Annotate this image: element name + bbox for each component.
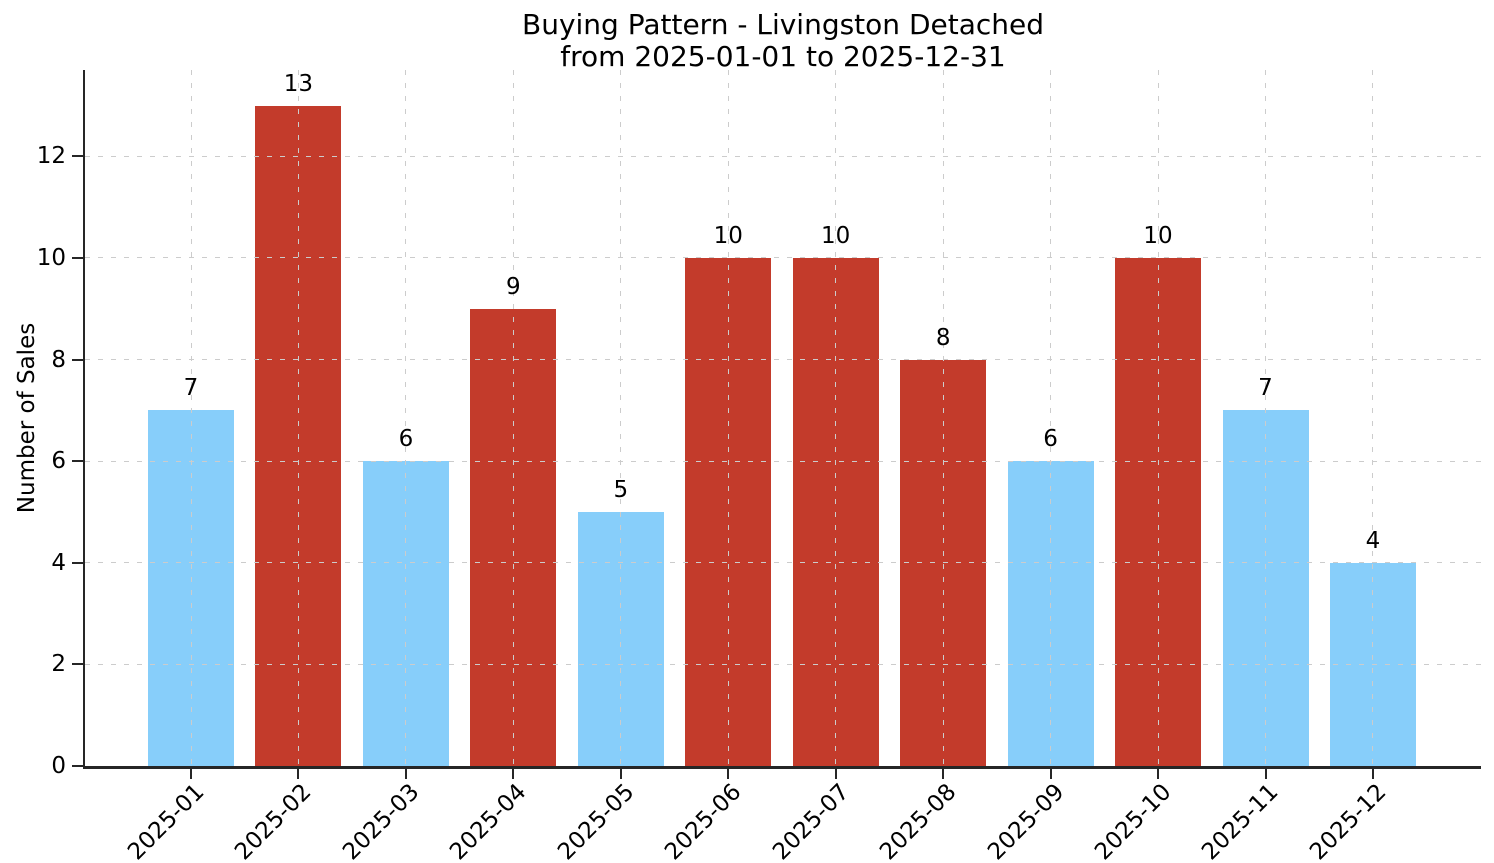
x-tick-2025-03	[404, 768, 407, 779]
v-gridline-2025-11	[1265, 70, 1266, 766]
y-tick-6	[72, 460, 83, 463]
v-gridline-2025-10	[1157, 70, 1159, 766]
bar-value-label-2025-03: 6	[398, 426, 414, 453]
v-gridline-2025-02	[297, 70, 299, 766]
x-tick-label-2025-05: 2025-05	[552, 779, 640, 863]
chart-title-line2: from 2025-01-01 to 2025-12-31	[560, 40, 1006, 73]
y-tick-12	[72, 155, 83, 158]
x-tick-2025-02	[297, 768, 300, 779]
plot-area: 7 13 6 9 5 10 10 8 6 10 7 4	[85, 70, 1481, 766]
v-gridline-2025-06	[727, 70, 729, 766]
x-tick-label-2025-06: 2025-06	[660, 779, 747, 863]
x-tick-2025-07	[834, 768, 837, 779]
bar-value-label-2025-11: 7	[1258, 375, 1273, 402]
x-tick-2025-12	[1371, 768, 1374, 779]
bar-value-label-2025-06: 10	[713, 222, 743, 249]
x-tick-label-2025-10: 2025-10	[1090, 779, 1177, 863]
x-tick-label-2025-02: 2025-02	[230, 779, 317, 863]
bar-value-label-2025-08: 8	[935, 324, 951, 351]
v-gridline-2025-07	[835, 70, 837, 766]
x-tick-2025-01	[190, 768, 192, 779]
x-tick-label-2025-09: 2025-09	[982, 779, 1069, 863]
bar-value-label-2025-10: 10	[1143, 222, 1173, 249]
h-gridline-4	[85, 562, 1481, 564]
x-axis-spine	[82, 766, 1481, 769]
h-gridline-2	[85, 663, 1481, 665]
y-tick-4	[72, 561, 83, 564]
bar-value-label-2025-07: 10	[821, 222, 851, 249]
x-tick-2025-11	[1264, 768, 1267, 779]
x-tick-2025-09	[1049, 768, 1052, 779]
chart-title: Buying Pattern - Livingston Detached fro…	[85, 9, 1481, 73]
x-tick-label-2025-04: 2025-04	[445, 779, 532, 863]
y-tick-label-12: 12	[36, 143, 66, 170]
bar-value-label-2025-12: 4	[1365, 527, 1381, 554]
y-tick-8	[72, 358, 83, 361]
v-gridline-2025-09	[1050, 70, 1052, 766]
x-tick-2025-08	[942, 768, 945, 779]
x-tick-2025-10	[1157, 768, 1160, 779]
y-tick-label-6: 6	[51, 448, 66, 475]
x-tick-label-2025-07: 2025-07	[767, 779, 855, 863]
y-tick-label-2: 2	[51, 651, 66, 678]
bar-value-label-2025-01: 7	[183, 375, 199, 402]
x-tick-2025-06	[727, 768, 730, 779]
h-gridline-8	[85, 359, 1481, 361]
y-tick-2	[72, 663, 83, 666]
y-tick-label-0: 0	[51, 753, 66, 779]
x-tick-2025-05	[619, 768, 622, 779]
x-tick-2025-04	[512, 768, 515, 779]
bar-value-label-2025-04: 9	[506, 273, 521, 300]
h-gridline-6	[85, 460, 1481, 462]
bar-value-label-2025-05: 5	[613, 476, 629, 503]
x-tick-label-2025-11: 2025-11	[1197, 779, 1284, 863]
y-tick-0	[72, 765, 83, 767]
y-tick-10	[72, 256, 83, 259]
y-tick-label-10: 10	[36, 244, 66, 271]
v-gridline-2025-03	[405, 70, 407, 766]
v-gridline-2025-12	[1372, 70, 1374, 766]
bar-value-label-2025-09: 6	[1043, 426, 1058, 453]
y-tick-label-4: 4	[51, 549, 66, 576]
h-gridline-12	[85, 155, 1481, 157]
y-tick-label-8: 8	[51, 346, 66, 373]
x-tick-label-2025-03: 2025-03	[337, 779, 425, 863]
y-axis-spine	[82, 70, 85, 769]
bar-value-label-2025-02: 13	[283, 70, 314, 97]
x-tick-label-2025-12: 2025-12	[1304, 779, 1392, 863]
v-gridline-2025-08	[942, 70, 944, 766]
v-gridline-2025-05	[620, 70, 622, 766]
chart-title-line1: Buying Pattern - Livingston Detached	[521, 8, 1045, 41]
v-gridline-2025-01	[190, 70, 192, 766]
x-tick-label-2025-08: 2025-08	[875, 779, 962, 863]
h-gridline-10	[85, 257, 1481, 259]
v-gridline-2025-04	[512, 70, 514, 766]
x-tick-label-2025-01: 2025-01	[123, 779, 210, 863]
